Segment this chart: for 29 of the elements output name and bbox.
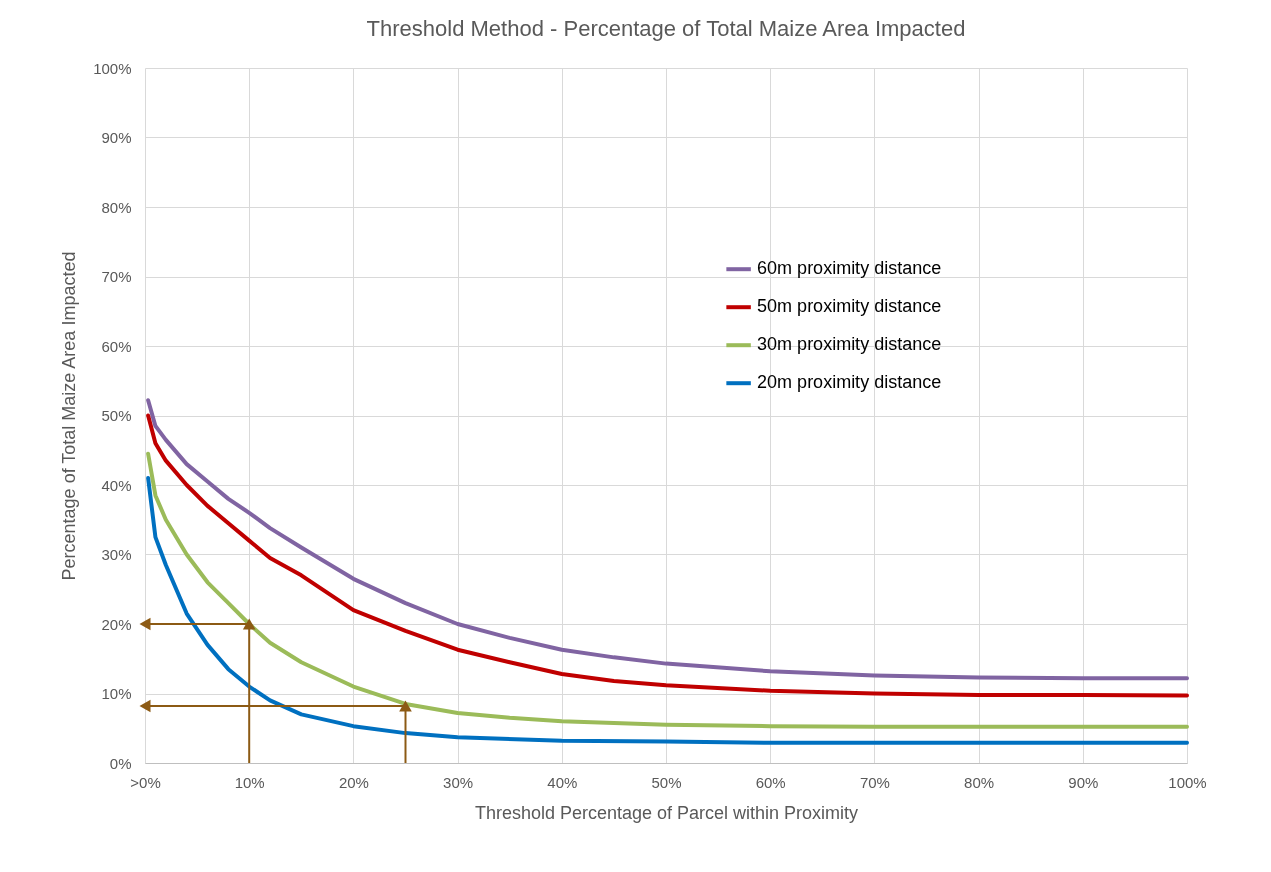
y-tick-label: 40%	[101, 476, 132, 494]
y-tick-label: 10%	[101, 685, 132, 702]
x-tick-label: 30%	[443, 773, 474, 791]
legend-label: 20m proximity distance	[757, 372, 942, 393]
y-tick-label: 100%	[93, 59, 132, 77]
x-tick-label: 80%	[964, 773, 995, 791]
y-tick-label: 20%	[101, 615, 132, 633]
y-tick-label: 90%	[101, 129, 132, 146]
y-tick-label: 70%	[101, 268, 132, 285]
y-tick-label: 60%	[101, 337, 132, 355]
x-tick-label: 90%	[1068, 773, 1099, 791]
x-tick-label: 20%	[338, 773, 369, 791]
chart-title: Threshold Method - Percentage of Total Maize Area Impacted	[366, 16, 966, 41]
x-axis-title: Threshold Percentage of Parcel within Proximity	[474, 802, 859, 823]
y-tick-label: 30%	[101, 546, 132, 563]
y-tick-label: 80%	[101, 198, 132, 216]
x-tick-label: 10%	[234, 773, 265, 791]
x-tick-label: >0%	[130, 773, 161, 791]
legend-label: 50m proximity distance	[757, 296, 942, 317]
x-tick-label: 40%	[547, 773, 578, 791]
y-tick-label: 50%	[101, 407, 132, 424]
x-tick-label: 60%	[755, 773, 786, 791]
x-tick-label: 50%	[651, 773, 682, 791]
legend-label: 30m proximity distance	[757, 334, 942, 355]
y-axis-title: Percentage of Total Maize Area Impacted	[59, 251, 80, 581]
y-tick-label: 0%	[109, 754, 132, 772]
x-tick-label: 70%	[859, 773, 890, 791]
legend-label: 60m proximity distance	[757, 258, 942, 279]
x-tick-label: 100%	[1168, 773, 1207, 791]
